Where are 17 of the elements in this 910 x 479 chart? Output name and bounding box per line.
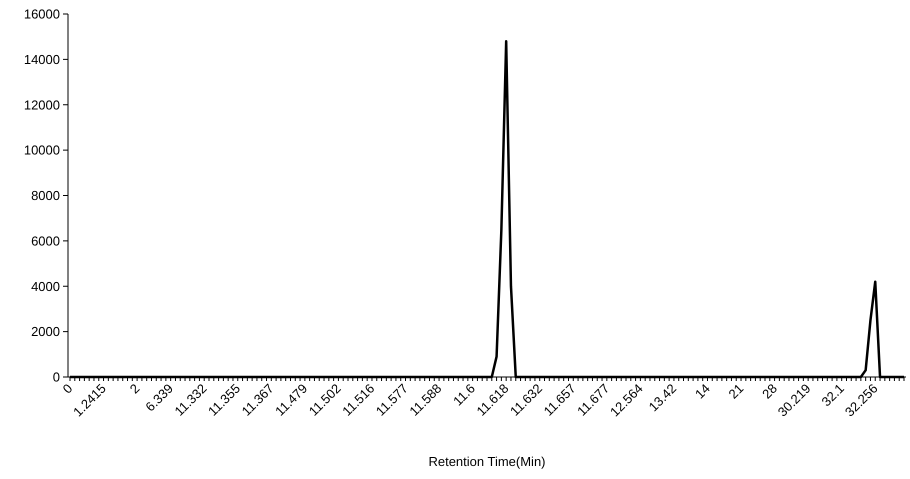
- y-tick-label: 14000: [24, 52, 60, 67]
- x-tick-label: 28: [759, 380, 780, 402]
- x-tick-label: 21: [726, 380, 746, 402]
- x-axis-title: Retention Time(Min): [428, 454, 546, 469]
- y-tick-label: 16000: [24, 6, 60, 22]
- x-tick-label: 14: [692, 380, 713, 402]
- x-tick-label: 0: [60, 380, 76, 396]
- y-tick-label: 0: [52, 370, 60, 385]
- y-tick-label: 6000: [31, 233, 60, 248]
- y-tick-label: 2000: [31, 324, 60, 340]
- y-tick-label: 4000: [31, 278, 60, 294]
- x-tick-label: 32.1: [818, 380, 848, 410]
- x-tick-label: 11.6: [450, 380, 478, 409]
- x-tick-label: 2: [126, 380, 142, 396]
- y-tick-label: 8000: [31, 188, 60, 204]
- y-tick-label: 10000: [24, 142, 60, 158]
- y-tick-label: 12000: [24, 97, 60, 112]
